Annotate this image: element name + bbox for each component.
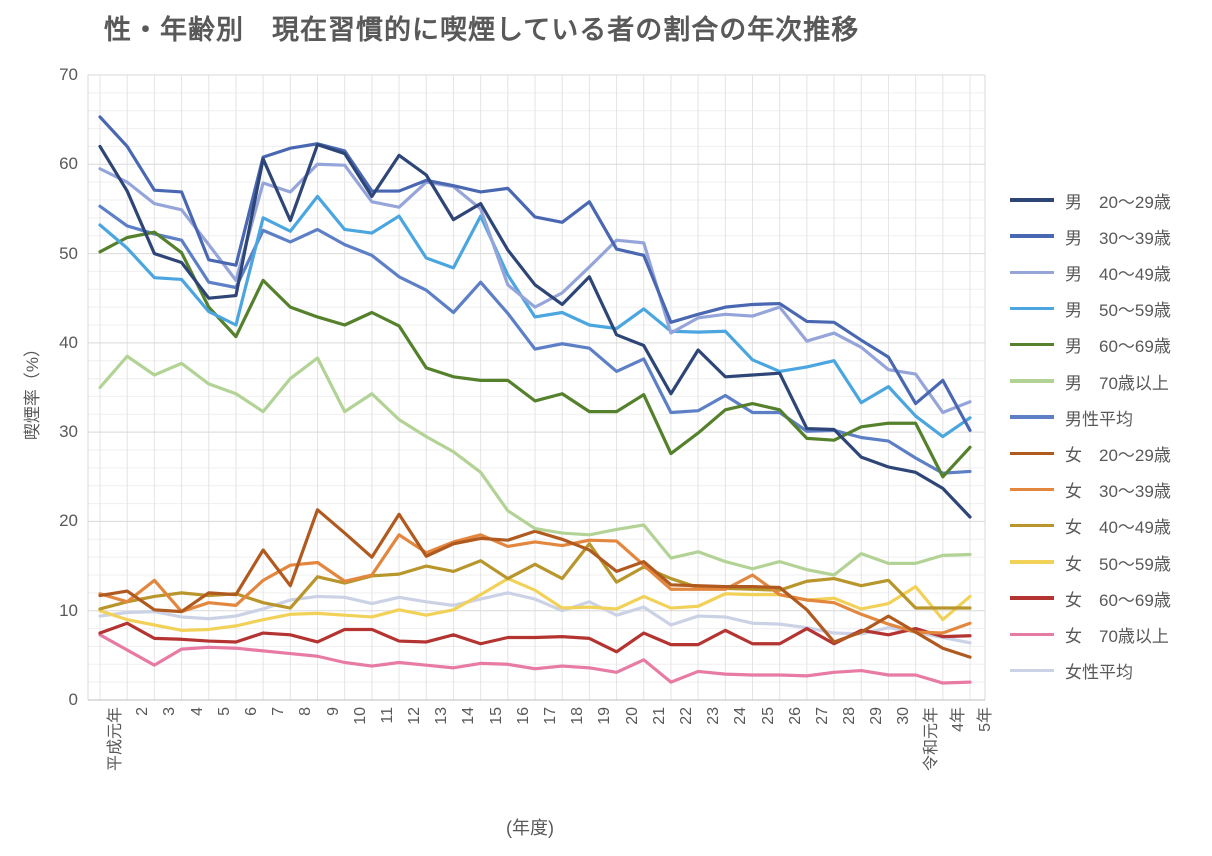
legend-item-male-70plus: 男 70歳以上 [1010,371,1169,393]
legend-label-male-20-29: 男 20〜29歳 [1065,192,1171,212]
legend-label-female-70plus: 女 70歳以上 [1065,626,1169,646]
x-tick-15: 15 [487,707,505,725]
legend-item-male-60-69: 男 60〜69歳 [1010,335,1171,357]
legend-swatch-male-70plus [1010,379,1054,383]
legend-item-female-60-69: 女 60〜69歳 [1010,588,1171,610]
x-tick-18: 18 [569,707,587,725]
legend-swatch-female-50-59 [1010,560,1054,564]
legend-label-female-50-59: 女 50〜59歳 [1065,554,1171,574]
legend-item-female-average: 女性平均 [1010,661,1133,683]
x-tick-9: 9 [324,707,342,716]
x-tick-4: 4 [188,707,206,716]
x-tick-10: 10 [351,707,369,725]
legend-label-female-60-69: 女 60〜69歳 [1065,590,1171,610]
legend-item-male-30-39: 男 30〜39歳 [1010,226,1171,248]
x-tick-16: 16 [514,707,532,725]
y-tick-0: 0 [68,690,78,709]
legend-item-male-average: 男性平均 [1010,407,1133,429]
line-female-60-69 [98,621,972,654]
x-tick-5年: 5年 [977,707,994,732]
x-tick-3: 3 [161,707,179,716]
legend-label-male-40-49: 男 40〜49歳 [1065,264,1171,284]
x-axis-title: (年度) [506,818,554,838]
legend-label-female-30-39: 女 30〜39歳 [1065,482,1171,502]
x-tick-27: 27 [813,707,831,725]
line-male-70plus [98,354,972,577]
chart-title: 性・年齢別 現在習慣的に喫煙している者の割合の年次推移 [104,15,860,45]
legend-swatch-female-60-69 [1010,596,1054,600]
legend-swatch-female-average [1010,668,1054,673]
legend-item-female-20-29: 女 20〜29歳 [1010,443,1171,465]
x-tick-29: 29 [868,707,886,725]
legend-item-male-50-59: 男 50〜59歳 [1010,299,1171,321]
legend-item-female-70plus: 女 70歳以上 [1010,624,1169,646]
line-male-30-39 [98,115,972,432]
legend-label-male-average: 男性平均 [1065,409,1133,429]
x-tick-20: 20 [623,707,641,725]
x-tick-4年: 4年 [949,707,967,732]
legend-label-female-20-29: 女 20〜29歳 [1065,445,1171,465]
legend-swatch-female-30-39 [1010,487,1054,492]
legend-swatch-male-40-49 [1010,270,1054,275]
legend-label-male-60-69: 男 60〜69歳 [1065,337,1171,357]
legend-swatch-male-average [1010,415,1054,419]
line-male-50-59 [98,194,972,439]
x-tick-8: 8 [297,707,315,716]
x-tick-17: 17 [542,707,559,725]
x-tick-14: 14 [460,707,478,725]
legend-item-male-20-29: 男 20〜29歳 [1010,190,1171,212]
x-tick-13: 13 [433,707,451,725]
x-tick-24: 24 [732,707,750,725]
legend-swatch-female-70plus [1010,632,1054,637]
y-tick-60: 60 [59,154,78,174]
legend-swatch-male-20-29 [1010,198,1054,202]
x-tick-23: 23 [705,707,723,725]
y-tick-50: 50 [59,243,78,263]
legend-item-female-50-59: 女 50〜59歳 [1010,552,1171,574]
x-tick-11: 11 [378,707,396,724]
y-tick-40: 40 [59,332,78,352]
legend-swatch-female-40-49 [1010,524,1054,528]
line-female-70plus [98,633,972,685]
line-female-50-59 [98,576,972,632]
line-female-30-39 [98,533,972,635]
legend-label-male-50-59: 男 50〜59歳 [1065,301,1171,321]
x-tick-30: 30 [895,707,913,725]
legend-item-female-30-39: 女 30〜39歳 [1010,480,1171,502]
legend-label-female-average: 女性平均 [1065,663,1133,683]
legend-swatch-female-20-29 [1010,451,1054,456]
legend-label-female-40-49: 女 40〜49歳 [1065,518,1171,538]
legend-item-female-40-49: 女 40〜49歳 [1010,516,1171,538]
x-tick-21: 21 [650,707,668,725]
y-tick-30: 30 [59,422,78,442]
line-male-60-69 [98,230,972,479]
x-tick-26: 26 [786,707,804,725]
legend-swatch-male-50-59 [1010,306,1054,311]
x-tick-6: 6 [242,707,260,716]
x-tick-5: 5 [215,707,233,716]
x-tick-平成元年: 平成元年 [107,707,124,772]
legend-item-male-40-49: 男 40〜49歳 [1010,262,1171,284]
line-female-20-29 [98,508,972,659]
y-tick-70: 70 [59,65,78,84]
x-tick-19: 19 [596,707,614,725]
x-tick-12: 12 [406,707,424,725]
x-tick-22: 22 [677,707,695,725]
x-tick-2: 2 [134,707,152,716]
legend-label-male-70plus: 男 70歳以上 [1065,373,1169,393]
x-tick-25: 25 [759,707,777,725]
legend-swatch-male-60-69 [1010,343,1054,347]
x-tick-令和元年: 令和元年 [922,707,940,772]
line-male-20-29 [98,143,972,519]
y-tick-10: 10 [59,600,78,620]
legend-label-male-30-39: 男 30〜39歳 [1065,228,1171,248]
y-tick-20: 20 [59,511,78,531]
x-tick-28: 28 [841,707,859,725]
legend-swatch-male-30-39 [1010,234,1054,238]
x-tick-7: 7 [270,707,288,716]
